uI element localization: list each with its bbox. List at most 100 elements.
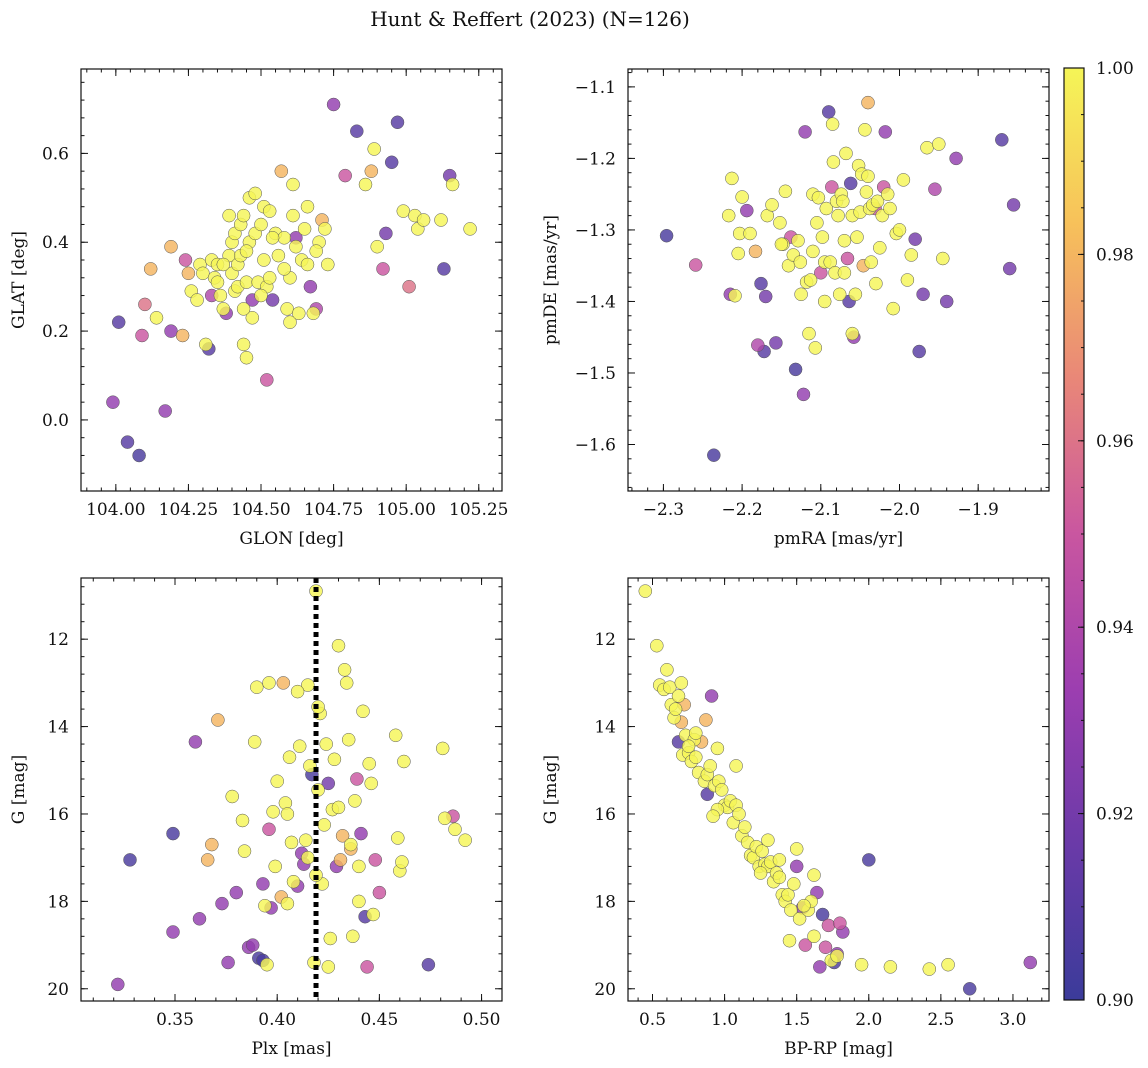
scatter-point xyxy=(213,288,228,303)
scatter-point xyxy=(364,776,378,791)
scatter-point xyxy=(111,315,126,329)
scatter-point xyxy=(916,287,930,302)
scatter-point xyxy=(769,336,783,350)
scatter-point xyxy=(738,820,752,834)
scatter-point xyxy=(463,222,477,236)
scatter-point xyxy=(900,273,915,287)
scatter-point xyxy=(132,448,146,463)
y-tick-label: 12 xyxy=(47,630,69,650)
scatter-point xyxy=(807,929,821,944)
scatter-point xyxy=(321,257,335,272)
scatter-point xyxy=(1023,955,1038,970)
scatter-point xyxy=(848,287,863,302)
scatter-point xyxy=(286,874,301,889)
scatter-point xyxy=(781,888,795,902)
scatter-point xyxy=(337,663,352,677)
scatter-point xyxy=(668,702,683,716)
scatter-point xyxy=(262,271,277,285)
scatter-point xyxy=(731,246,745,261)
scatter-point xyxy=(188,735,203,749)
scatter-point xyxy=(120,435,135,449)
x-tick-label: 0.40 xyxy=(258,1010,296,1030)
scatter-point xyxy=(339,676,354,690)
scatter-point xyxy=(175,328,190,343)
scatter-point xyxy=(845,326,860,341)
scatter-point xyxy=(789,859,804,874)
scatter-point xyxy=(735,190,749,204)
y-tick-label: 0.0 xyxy=(42,411,69,431)
scatter-point xyxy=(166,826,180,841)
scatter-point xyxy=(335,829,350,843)
scatter-point xyxy=(435,741,450,756)
scatter-point xyxy=(704,689,719,703)
scatter-point xyxy=(292,739,307,753)
scatter-point xyxy=(271,248,286,263)
scatter-point xyxy=(190,293,204,307)
scatter-point xyxy=(178,253,193,267)
scatter-point xyxy=(811,190,826,205)
color-magnitude-panel: 0.5 1.0 1.5 2.0 2.5 3.0 12 14 16 18 20 BP-RP [mag] G… xyxy=(541,577,1050,1059)
scatter-points xyxy=(111,584,472,992)
colorbar-tick-label: 0.96 xyxy=(1096,432,1134,452)
scatter-point xyxy=(402,279,416,294)
x-axis-label: GLON [deg] xyxy=(239,529,343,549)
scatter-point xyxy=(266,805,280,819)
scatter-point xyxy=(883,960,898,974)
scatter-point xyxy=(164,324,178,338)
y-tick-label: 0.6 xyxy=(42,144,69,164)
scatter-point xyxy=(348,794,362,808)
scatter-point xyxy=(303,759,317,773)
x-tick-label: −2.2 xyxy=(721,500,762,520)
scatter-point xyxy=(758,289,773,304)
scatter-point xyxy=(280,302,294,316)
scatter-point xyxy=(748,244,763,259)
scatter-point xyxy=(729,759,743,773)
scatter-point xyxy=(247,735,262,749)
scatter-point xyxy=(396,204,411,218)
scatter-point xyxy=(260,373,274,387)
scatter-point xyxy=(883,201,897,216)
x-tick-label: 104.25 xyxy=(159,500,218,520)
y-tick-label: −1.3 xyxy=(575,221,616,241)
scatter-point xyxy=(250,680,264,694)
scatter-point xyxy=(896,173,911,187)
scatter-point xyxy=(326,97,341,112)
scatter-point xyxy=(270,774,284,788)
scatter-point xyxy=(832,287,847,302)
x-tick-label: 0.35 xyxy=(156,1010,194,1030)
scatter-point xyxy=(797,898,811,913)
plot-frame xyxy=(80,577,503,1002)
scatter-point xyxy=(106,395,120,409)
scatter-point xyxy=(284,835,299,850)
scatter-point xyxy=(286,208,300,223)
scatter-point xyxy=(300,257,315,272)
scatter-point xyxy=(158,404,172,418)
scatter-point xyxy=(278,796,293,810)
scatter-points xyxy=(638,584,1038,996)
scatter-point xyxy=(778,184,793,199)
scatter-point xyxy=(721,208,736,223)
colorbar-gradient xyxy=(1064,68,1084,1000)
scatter-point xyxy=(300,199,315,214)
scatter-point xyxy=(821,105,836,119)
x-tick-label: 105.00 xyxy=(376,500,435,520)
y-tick-label: −1.5 xyxy=(575,364,616,384)
x-tick-label: 1.0 xyxy=(711,1010,738,1030)
scatter-point xyxy=(886,301,900,316)
scatter-point xyxy=(854,957,869,972)
scatter-point xyxy=(280,896,295,911)
y-tick-label: 14 xyxy=(594,718,616,738)
y-tick-label: −1.2 xyxy=(575,149,616,169)
scatter-point xyxy=(216,257,231,272)
y-tick-label: −1.4 xyxy=(575,292,616,312)
scatter-point xyxy=(331,638,346,653)
scatter-point xyxy=(912,344,926,359)
scatter-point xyxy=(299,833,313,847)
scatter-point xyxy=(772,853,787,867)
scatter-point xyxy=(229,885,244,900)
scatter-point xyxy=(199,337,213,352)
scatter-point xyxy=(289,239,303,254)
x-tick-label: 104.75 xyxy=(304,500,363,520)
scatter-point xyxy=(688,258,703,272)
scatter-point xyxy=(714,783,729,797)
